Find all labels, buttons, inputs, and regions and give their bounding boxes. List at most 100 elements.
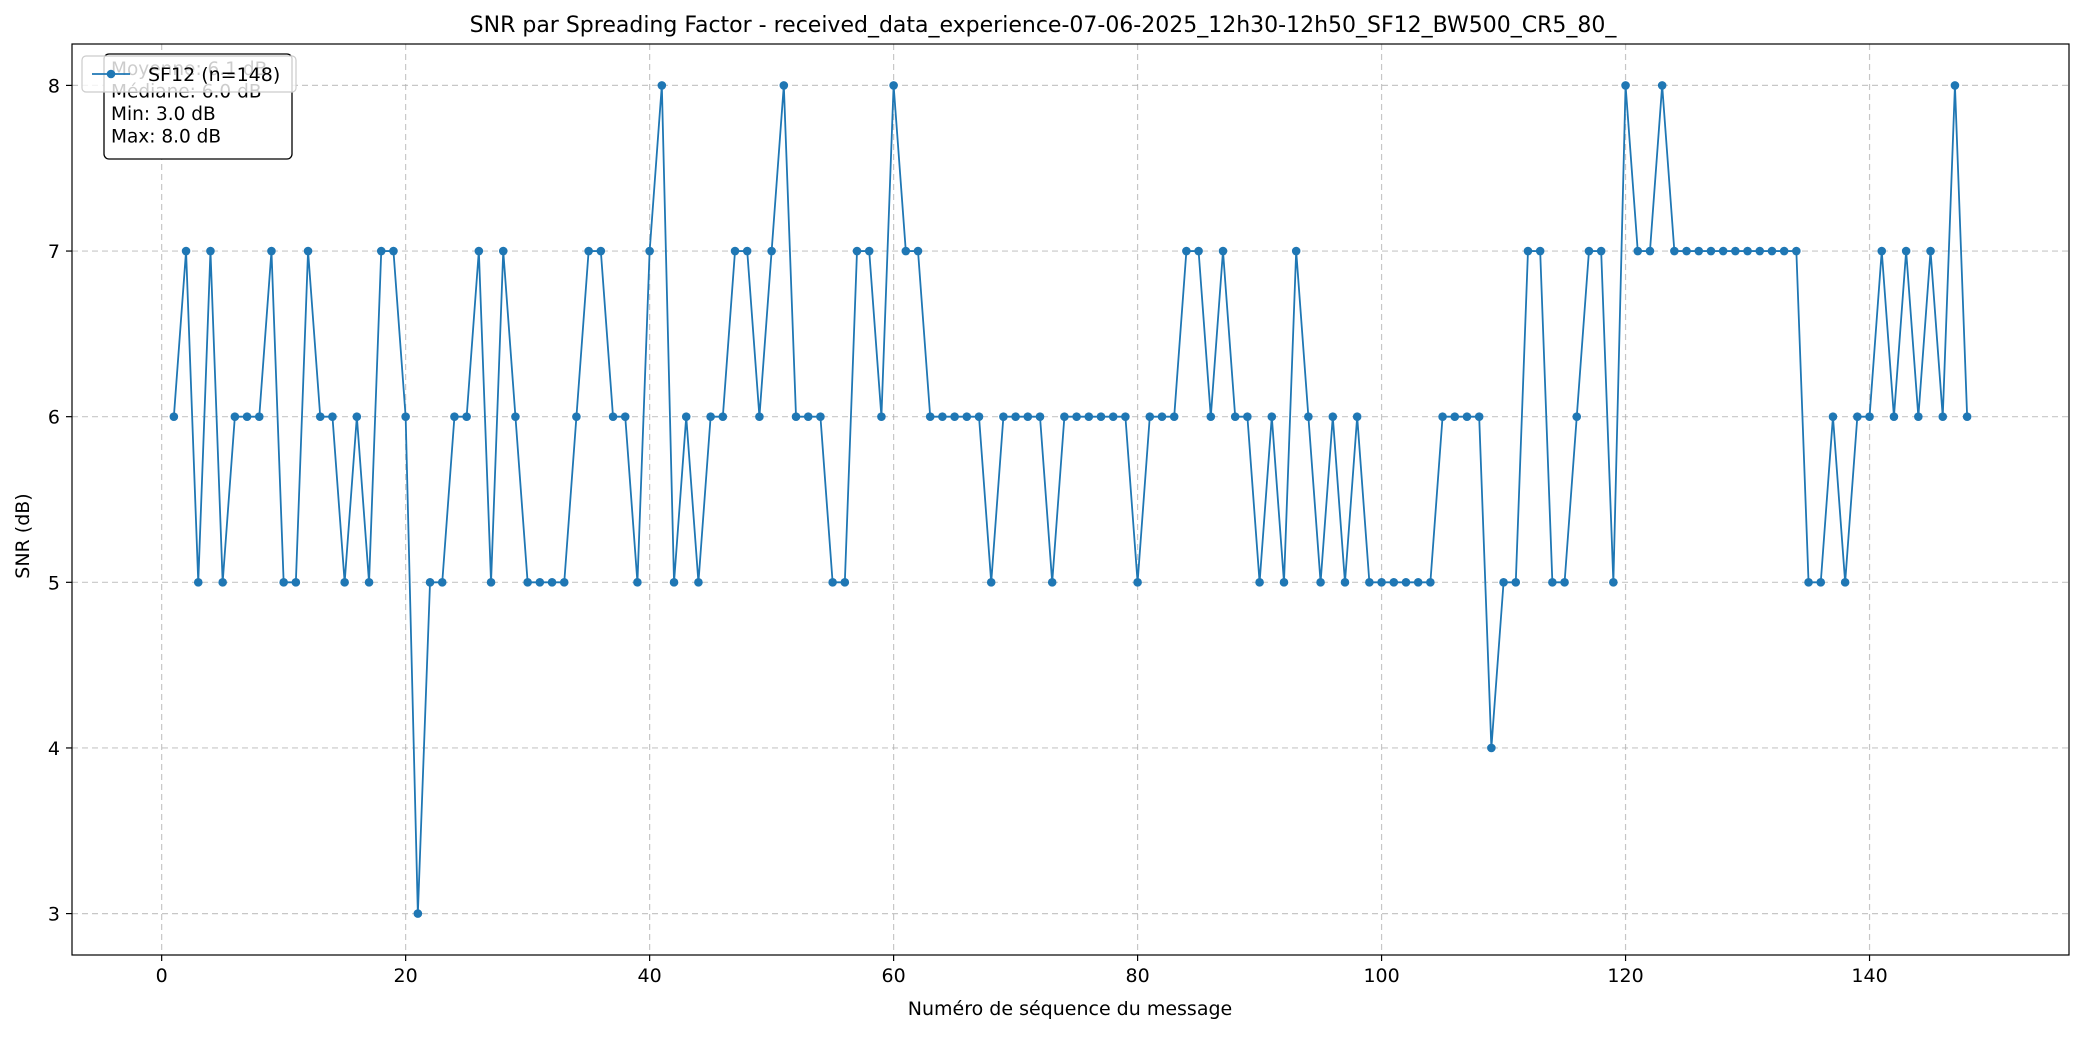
data-point bbox=[694, 578, 703, 587]
data-point bbox=[1633, 246, 1643, 256]
x-tick-label: 140 bbox=[1851, 965, 1887, 987]
data-point bbox=[1072, 412, 1081, 421]
data-point bbox=[1645, 246, 1655, 256]
data-point bbox=[1230, 412, 1240, 421]
data-point bbox=[1084, 412, 1094, 421]
x-tick-label: 40 bbox=[638, 965, 662, 987]
data-point bbox=[547, 578, 557, 587]
data-point bbox=[1316, 578, 1325, 587]
data-point bbox=[718, 412, 728, 421]
data-point bbox=[1218, 246, 1228, 256]
data-point bbox=[340, 578, 349, 587]
data-point bbox=[267, 246, 276, 256]
data-point bbox=[389, 246, 398, 256]
data-point bbox=[986, 578, 996, 587]
data-point bbox=[657, 81, 667, 90]
data-point bbox=[1779, 246, 1789, 256]
y-tick-label: 5 bbox=[48, 572, 60, 594]
data-point bbox=[1267, 412, 1277, 421]
data-point bbox=[1853, 412, 1862, 421]
data-point bbox=[1962, 412, 1972, 421]
data-point bbox=[1560, 578, 1569, 587]
data-point bbox=[1145, 412, 1155, 421]
data-point bbox=[901, 246, 911, 256]
data-point bbox=[1279, 578, 1289, 587]
data-point bbox=[913, 246, 923, 256]
data-point bbox=[450, 412, 459, 421]
legend-frame bbox=[81, 55, 297, 93]
data-point bbox=[1169, 412, 1179, 421]
data-point bbox=[572, 412, 581, 421]
data-point bbox=[474, 246, 484, 256]
data-point bbox=[755, 412, 764, 421]
y-tick-label: 3 bbox=[48, 904, 60, 926]
data-point bbox=[1901, 246, 1911, 256]
data-point bbox=[852, 246, 862, 256]
y-tick-label: 6 bbox=[48, 407, 60, 429]
data-point bbox=[1914, 412, 1923, 421]
data-point bbox=[242, 412, 252, 421]
y-tick-label: 4 bbox=[48, 738, 60, 760]
data-point bbox=[1389, 578, 1399, 587]
data-point bbox=[1121, 412, 1130, 421]
data-point bbox=[1291, 246, 1301, 256]
y-tick-label: 8 bbox=[48, 75, 60, 97]
data-point bbox=[1657, 81, 1667, 90]
data-point bbox=[742, 246, 752, 256]
data-point bbox=[1731, 246, 1740, 256]
data-point bbox=[584, 246, 593, 256]
data-point bbox=[1255, 578, 1264, 587]
data-point bbox=[962, 412, 972, 421]
chart-title: SNR par Spreading Factor - received_data… bbox=[470, 13, 1618, 38]
legend-label: SF12 (n=148) bbox=[148, 64, 280, 86]
data-point bbox=[1023, 412, 1033, 421]
data-point bbox=[462, 412, 471, 421]
data-point bbox=[1206, 412, 1216, 421]
data-point bbox=[669, 578, 679, 587]
data-point bbox=[1487, 743, 1496, 753]
data-point bbox=[1572, 412, 1582, 421]
data-point bbox=[1328, 412, 1338, 421]
data-point bbox=[889, 81, 898, 90]
data-point bbox=[1792, 246, 1801, 256]
data-point bbox=[1096, 412, 1106, 421]
x-tick-label: 100 bbox=[1363, 965, 1399, 987]
data-point bbox=[1621, 81, 1630, 90]
data-point bbox=[938, 412, 947, 421]
data-point bbox=[1401, 578, 1411, 587]
data-point bbox=[779, 81, 789, 90]
axes: 0 20 40 60 80 100 120 140 3 4 5 6 7 8 bbox=[48, 43, 2070, 987]
data-point bbox=[608, 412, 618, 421]
y-axis-label: SNR (dB) bbox=[12, 493, 34, 578]
data-point bbox=[730, 246, 740, 256]
data-point bbox=[303, 246, 313, 256]
data-point bbox=[1035, 412, 1045, 421]
data-point bbox=[828, 578, 837, 587]
data-point bbox=[1182, 246, 1191, 256]
data-point bbox=[1865, 412, 1874, 421]
data-point bbox=[1108, 412, 1118, 421]
data-point bbox=[1755, 246, 1765, 256]
data-point bbox=[206, 246, 215, 256]
data-point bbox=[925, 412, 935, 421]
data-point bbox=[328, 412, 337, 421]
plot-frame bbox=[71, 43, 2070, 956]
data-point bbox=[1377, 578, 1386, 587]
y-tick-label: 7 bbox=[48, 241, 60, 263]
data-point bbox=[633, 578, 642, 587]
data-point bbox=[681, 412, 691, 421]
data-point bbox=[193, 578, 203, 587]
data-point bbox=[1462, 412, 1472, 421]
stats-line: Min: 3.0 dB bbox=[111, 104, 216, 125]
data-point bbox=[437, 578, 447, 587]
data-point bbox=[840, 578, 850, 587]
data-point bbox=[1438, 412, 1447, 421]
x-tick-label: 80 bbox=[1126, 965, 1150, 987]
data-point bbox=[535, 578, 545, 587]
data-point bbox=[1828, 412, 1838, 421]
data-point bbox=[1694, 246, 1704, 256]
data-point bbox=[877, 412, 886, 421]
data-point bbox=[791, 412, 801, 421]
data-point bbox=[511, 412, 520, 421]
